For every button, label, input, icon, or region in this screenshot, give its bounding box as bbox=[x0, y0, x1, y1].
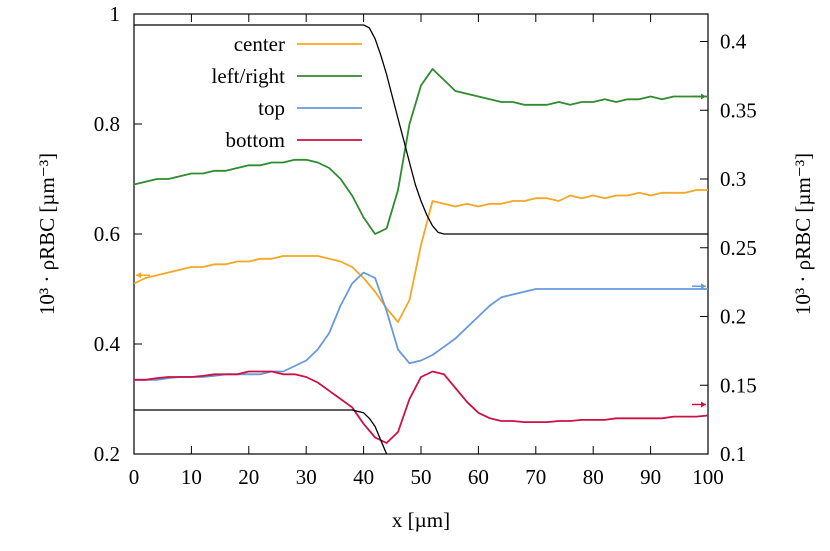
y-tick-label-left: 0.8 bbox=[94, 112, 120, 136]
series-line-left-right bbox=[133, 68, 708, 235]
x-tick-label: 80 bbox=[583, 465, 604, 489]
x-tick-label: 30 bbox=[296, 465, 317, 489]
axis-markers bbox=[136, 93, 706, 408]
legend-label: top bbox=[258, 96, 285, 120]
legend-label: left/right bbox=[212, 64, 286, 88]
y-tick-label-right: 0.25 bbox=[720, 236, 757, 260]
legend: center left/right top bottom bbox=[212, 32, 362, 152]
axis-marker-arrowhead bbox=[701, 93, 706, 100]
series-line-center bbox=[133, 189, 708, 323]
y-axis-title-right: 10³ · ρRBC [µm⁻³] bbox=[791, 153, 815, 315]
series-line-top bbox=[134, 271, 708, 381]
x-tick-label: 20 bbox=[238, 465, 259, 489]
axis-marker-arrowhead bbox=[701, 401, 706, 408]
series-line-bottom bbox=[134, 370, 709, 444]
y-tick-label-right: 0.15 bbox=[720, 373, 757, 397]
y-tick-label-right: 0.2 bbox=[720, 305, 746, 329]
y-tick-label-right: 0.4 bbox=[720, 30, 747, 54]
axis-marker-arrowhead bbox=[136, 272, 141, 279]
series-layer bbox=[133, 24, 709, 455]
y-axis-title-left: 10³ · ρRBC [µm⁻³] bbox=[35, 153, 59, 315]
legend-label: bottom bbox=[225, 128, 285, 152]
x-tick-label: 50 bbox=[411, 465, 432, 489]
x-tick-label: 100 bbox=[692, 465, 724, 489]
legend-label: center bbox=[234, 32, 285, 56]
x-tick-label: 70 bbox=[525, 465, 546, 489]
ticks: 0 10 20 30 40 50 60 70 80 90 100 0.2 0.4 0.6 0.8 1 0.1 0.… bbox=[94, 2, 757, 489]
x-axis-title: x [µm] bbox=[392, 508, 450, 532]
axis-marker-arrowhead bbox=[701, 283, 706, 290]
x-tick-label: 40 bbox=[353, 465, 374, 489]
x-tick-label: 10 bbox=[181, 465, 202, 489]
y-tick-label-right: 0.1 bbox=[720, 442, 746, 466]
x-tick-label: 60 bbox=[468, 465, 489, 489]
x-tick-label: 90 bbox=[640, 465, 661, 489]
profile-line-4 bbox=[134, 24, 708, 235]
y-tick-label-left: 0.6 bbox=[94, 222, 120, 246]
x-tick-label: 0 bbox=[129, 465, 140, 489]
y-tick-label-left: 0.2 bbox=[94, 442, 120, 466]
y-tick-label-left: 1 bbox=[110, 2, 121, 26]
profile-line-5 bbox=[134, 409, 388, 455]
y-tick-label-left: 0.4 bbox=[94, 332, 121, 356]
y-tick-label-right: 0.3 bbox=[720, 167, 746, 191]
y-tick-label-right: 0.35 bbox=[720, 98, 757, 122]
